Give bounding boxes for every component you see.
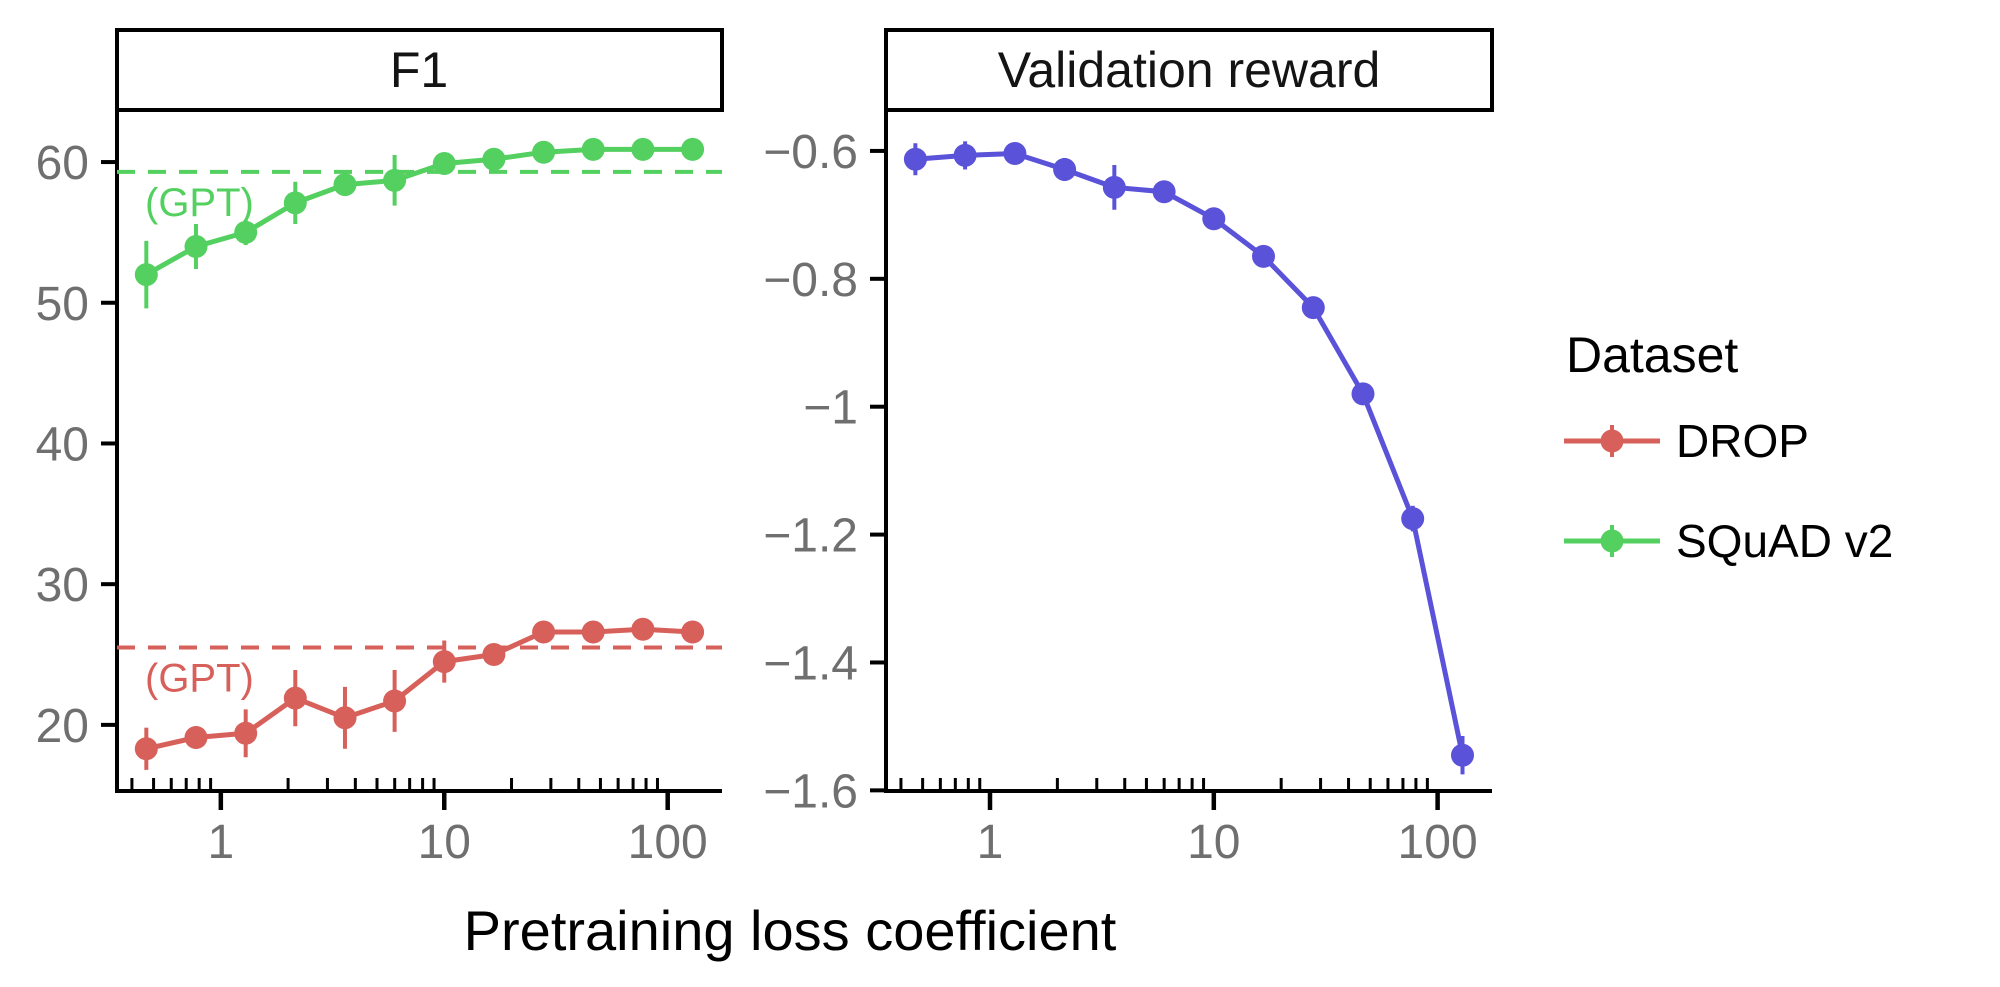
x-axis-title: Pretraining loss coefficient: [464, 899, 1117, 962]
data-point-drop: [432, 650, 456, 674]
data-point-validation-reward: [1301, 296, 1325, 320]
y-tick-label: 50: [36, 278, 89, 331]
data-point-validation-reward: [1252, 244, 1275, 268]
x-tick-label: 1: [207, 816, 234, 869]
series-validation-reward: [903, 141, 1474, 775]
f1-strip-title: F1: [390, 42, 448, 98]
data-point-drop: [283, 686, 307, 710]
legend-key-point-drop: [1600, 429, 1624, 453]
y-tick-label: −1.6: [763, 765, 858, 818]
y-tick-label: 30: [36, 559, 89, 612]
data-point-drop: [134, 737, 158, 761]
data-point-squad-v2: [432, 152, 456, 175]
y-tick-label: 20: [36, 700, 89, 753]
x-tick-label: 1: [977, 816, 1004, 869]
y-tick-label: 60: [36, 137, 89, 190]
data-point-validation-reward: [953, 143, 977, 167]
y-tick-label: −1.2: [763, 510, 858, 563]
y-tick-label: 40: [36, 418, 89, 471]
legend-item-label-drop: DROP: [1676, 415, 1809, 467]
data-point-squad-v2: [532, 140, 556, 164]
gpt-baseline-label-squad-v2: (GPT): [145, 181, 254, 225]
panel-validation-reward: −1.6 −1.4 −1.2 −1 −0.8 −0.6 1 10 100: [763, 110, 1492, 869]
data-point-drop: [383, 689, 407, 713]
y-tick-label: −0.6: [763, 126, 858, 179]
data-point-drop: [581, 620, 605, 644]
data-point-drop: [532, 620, 556, 644]
data-point-drop: [681, 620, 705, 644]
x-tick-label: 10: [418, 816, 471, 869]
data-point-validation-reward: [1202, 207, 1226, 231]
validation-reward-strip-title: Validation reward: [998, 42, 1381, 98]
data-point-squad-v2: [631, 137, 655, 161]
data-point-squad-v2: [333, 173, 357, 197]
data-point-squad-v2: [283, 191, 307, 215]
data-point-validation-reward: [1102, 175, 1126, 199]
data-point-validation-reward: [903, 147, 927, 171]
data-point-validation-reward: [1152, 180, 1176, 204]
gpt-baseline-label-drop: (GPT): [145, 656, 254, 700]
panel-f1: 20 30 40 50 60 1 10 100 (GPT) (GPT): [36, 110, 722, 869]
data-point-validation-reward: [1003, 142, 1027, 165]
data-point-validation-reward: [1351, 382, 1375, 406]
data-point-squad-v2: [383, 168, 407, 192]
y-tick-label: −1: [803, 382, 858, 435]
data-point-squad-v2: [581, 137, 605, 161]
y-tick-label: −0.8: [763, 254, 858, 307]
y-tick-label: −1.4: [763, 637, 858, 690]
x-tick-label: 100: [628, 816, 708, 869]
series-drop: (GPT): [117, 617, 722, 770]
legend-item-label-squad-v2: SQuAD v2: [1676, 515, 1893, 567]
data-point-drop: [631, 617, 655, 641]
x-tick-label: 100: [1398, 816, 1478, 869]
data-point-drop: [184, 726, 208, 749]
legend: Dataset DROP SQuAD v2: [1564, 327, 1893, 567]
data-point-validation-reward: [1053, 158, 1077, 181]
data-point-validation-reward: [1451, 743, 1474, 767]
data-point-squad-v2: [134, 263, 158, 287]
f1-strip-box: [115, 28, 724, 112]
validation-reward-strip-box: [884, 28, 1494, 112]
series-squad-v2: (GPT): [117, 137, 722, 309]
x-tick-label: 10: [1187, 816, 1240, 869]
data-line-validation-reward: [912, 151, 1465, 758]
data-point-squad-v2: [681, 137, 705, 161]
data-point-validation-reward: [1401, 507, 1425, 531]
legend-key-point-squad-v2: [1600, 529, 1624, 553]
data-point-squad-v2: [184, 235, 208, 258]
legend-title: Dataset: [1566, 327, 1738, 383]
data-point-drop: [234, 721, 258, 745]
data-point-drop: [333, 706, 357, 730]
data-point-drop: [482, 643, 506, 666]
data-point-squad-v2: [482, 147, 506, 171]
data-point-squad-v2: [234, 220, 258, 244]
